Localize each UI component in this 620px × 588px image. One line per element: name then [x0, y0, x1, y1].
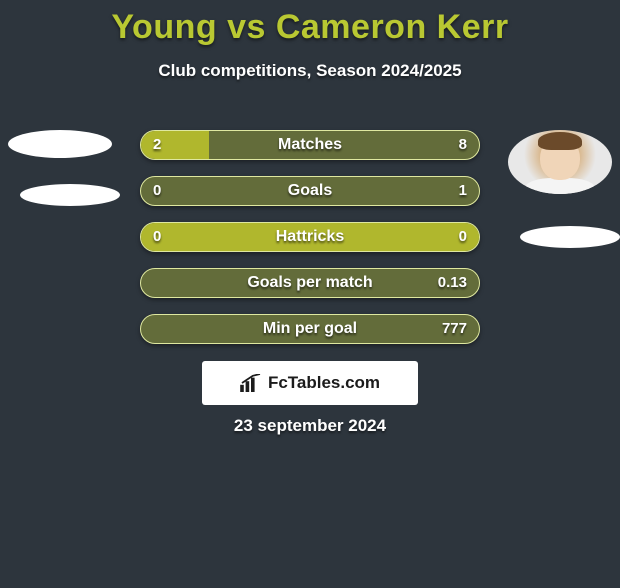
stat-label: Goals	[141, 177, 479, 205]
stat-row: 0Goals1	[140, 176, 480, 206]
stat-row: 0Hattricks0	[140, 222, 480, 252]
stat-label: Min per goal	[141, 315, 479, 343]
bars-chart-icon	[240, 374, 262, 392]
subtitle: Club competitions, Season 2024/2025	[0, 61, 620, 81]
stat-label: Matches	[141, 131, 479, 159]
stat-value-right: 8	[459, 131, 467, 159]
stat-label: Goals per match	[141, 269, 479, 297]
avatar-hair	[538, 132, 582, 150]
avatar-face	[540, 136, 580, 180]
avatar-jersey	[526, 178, 594, 194]
stat-row: Min per goal777	[140, 314, 480, 344]
logo-box[interactable]: FcTables.com	[202, 361, 418, 405]
stat-row: 2Matches8	[140, 130, 480, 160]
stat-value-right: 0	[459, 223, 467, 251]
date-line: 23 september 2024	[0, 416, 620, 436]
avatar-left-shadow	[20, 184, 120, 206]
stat-row: Goals per match0.13	[140, 268, 480, 298]
stat-value-right: 0.13	[438, 269, 467, 297]
stat-label: Hattricks	[141, 223, 479, 251]
avatar-left	[8, 130, 112, 158]
avatar-right-shadow	[520, 226, 620, 248]
stat-value-right: 1	[459, 177, 467, 205]
logo-text: FcTables.com	[268, 373, 380, 393]
page-title: Young vs Cameron Kerr	[0, 8, 620, 47]
stats-bars: 2Matches80Goals10Hattricks0Goals per mat…	[140, 130, 480, 360]
avatar-right	[508, 130, 612, 194]
stat-value-right: 777	[442, 315, 467, 343]
